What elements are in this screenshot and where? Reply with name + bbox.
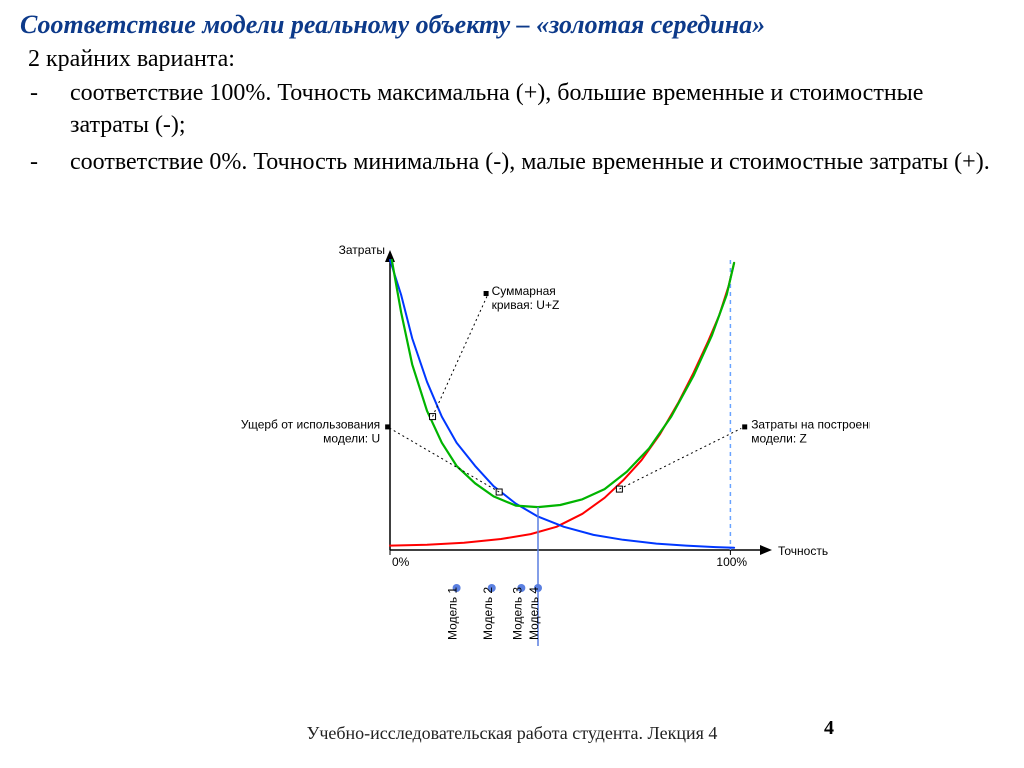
chart-container: Затраты Точность 0% 100% Суммарнаякривая: U+…	[220, 240, 870, 660]
svg-text:Ущерб от использования: Ущерб от использования	[241, 417, 380, 431]
svg-text:100%: 100%	[716, 555, 747, 569]
svg-text:Затраты: Затраты	[339, 243, 385, 257]
svg-text:модели: Z: модели: Z	[751, 431, 807, 445]
svg-text:Модель 4: Модель 4	[527, 587, 541, 640]
svg-text:кривая: U+Z: кривая: U+Z	[492, 298, 560, 312]
svg-text:Модель 1: Модель 1	[446, 587, 460, 640]
cost-accuracy-chart: Затраты Точность 0% 100% Суммарнаякривая: U+…	[220, 240, 870, 660]
svg-text:Точность: Точность	[778, 544, 828, 558]
page-title: Соответствие модели реальному объекту – …	[20, 10, 1004, 40]
svg-text:модели: U: модели: U	[323, 431, 380, 445]
intro-line: 2 крайних варианта:	[28, 46, 1004, 73]
bullet-item: соответствие 100%. Точность максимальна …	[50, 77, 1004, 142]
bullet-item: соответствие 0%. Точность минимальна (-)…	[50, 146, 1004, 178]
svg-text:0%: 0%	[392, 555, 410, 569]
svg-text:Суммарная: Суммарная	[492, 284, 556, 298]
svg-text:Затраты на построение: Затраты на построение	[751, 417, 870, 431]
page-number: 4	[824, 717, 834, 740]
svg-text:Модель 3: Модель 3	[510, 587, 524, 640]
bullet-list: соответствие 100%. Точность максимальна …	[20, 77, 1004, 178]
svg-text:Модель 2: Модель 2	[481, 587, 495, 640]
footer-text: Учебно-исследовательская работа студента…	[0, 723, 1024, 744]
